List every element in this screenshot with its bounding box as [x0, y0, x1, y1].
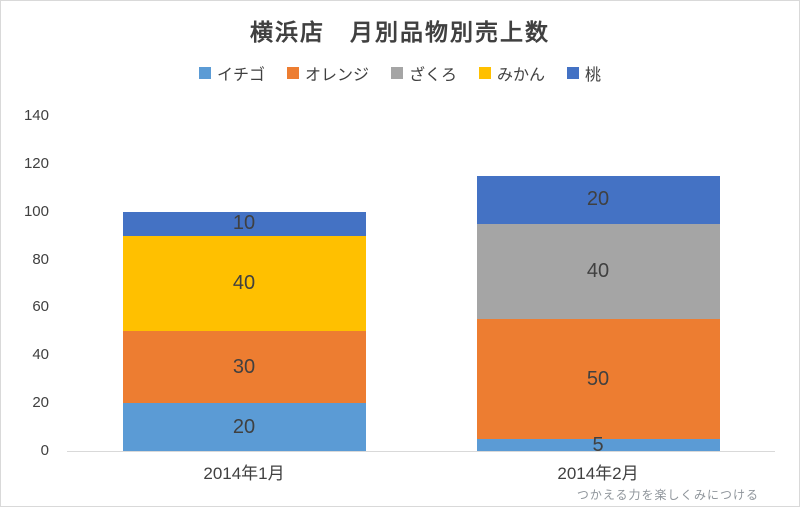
y-axis-tick-label: 120: [23, 154, 49, 172]
plot-area: 20 30 40 10 5 50 40 20: [67, 116, 775, 456]
bar-segment: 50: [476, 319, 720, 440]
y-axis-tick-label: 20: [32, 394, 49, 412]
data-label: 50: [586, 367, 610, 390]
bar-segment: 20: [122, 403, 366, 451]
x-axis-category-label: 2014年2月: [557, 464, 639, 483]
legend-swatch-icon: [567, 67, 580, 79]
y-axis-tick-label: 80: [32, 250, 49, 268]
data-label: 5: [592, 433, 604, 456]
data-label: 20: [232, 415, 256, 438]
y-axis-tick-label: 0: [40, 442, 49, 459]
y-axis-tick-label: 40: [32, 346, 49, 364]
legend-label: オレンジ: [304, 67, 369, 84]
stacked-bar: 20 30 40 10: [122, 211, 366, 451]
stacked-bar: 5 50 40 20: [476, 175, 720, 456]
legend-label: 桃: [585, 67, 602, 84]
legend-label: みかん: [497, 67, 546, 84]
legend-label: ざくろ: [408, 67, 457, 84]
bar-segment: 40: [476, 223, 720, 320]
watermark: つかえる力を楽しくみにつける: [576, 488, 759, 502]
legend-item: みかん: [479, 61, 545, 85]
chart-title: 横浜店 月別品物別売上数: [250, 19, 550, 45]
data-label: 40: [586, 260, 610, 283]
data-label: 40: [232, 272, 256, 295]
y-axis-tick-label: 100: [23, 202, 49, 220]
bar-segment: 20: [476, 175, 720, 224]
data-label: 10: [232, 212, 256, 235]
data-label: 30: [232, 355, 256, 378]
legend-item: オレンジ: [286, 61, 369, 85]
legend-swatch-icon: [198, 67, 211, 79]
legend-swatch-icon: [390, 67, 403, 79]
x-axis-category-label: 2014年1月: [203, 464, 285, 483]
bar-segment: 40: [122, 235, 366, 332]
legend-swatch-icon: [479, 67, 491, 79]
bar-segment: 5: [476, 434, 720, 456]
bar-segment: 10: [122, 211, 366, 236]
y-axis-tick-label: 140: [23, 107, 49, 124]
y-axis-tick-label: 60: [32, 298, 49, 316]
legend-label: イチゴ: [216, 67, 265, 84]
legend-item: 桃: [567, 61, 601, 85]
legend-swatch-icon: [286, 67, 299, 79]
legend: イチゴ オレンジ ざくろ みかん 桃: [1, 61, 799, 85]
bar-segment: 30: [122, 331, 366, 404]
legend-item: イチゴ: [198, 61, 265, 85]
legend-item: ざくろ: [390, 61, 457, 85]
data-label: 20: [586, 188, 610, 211]
